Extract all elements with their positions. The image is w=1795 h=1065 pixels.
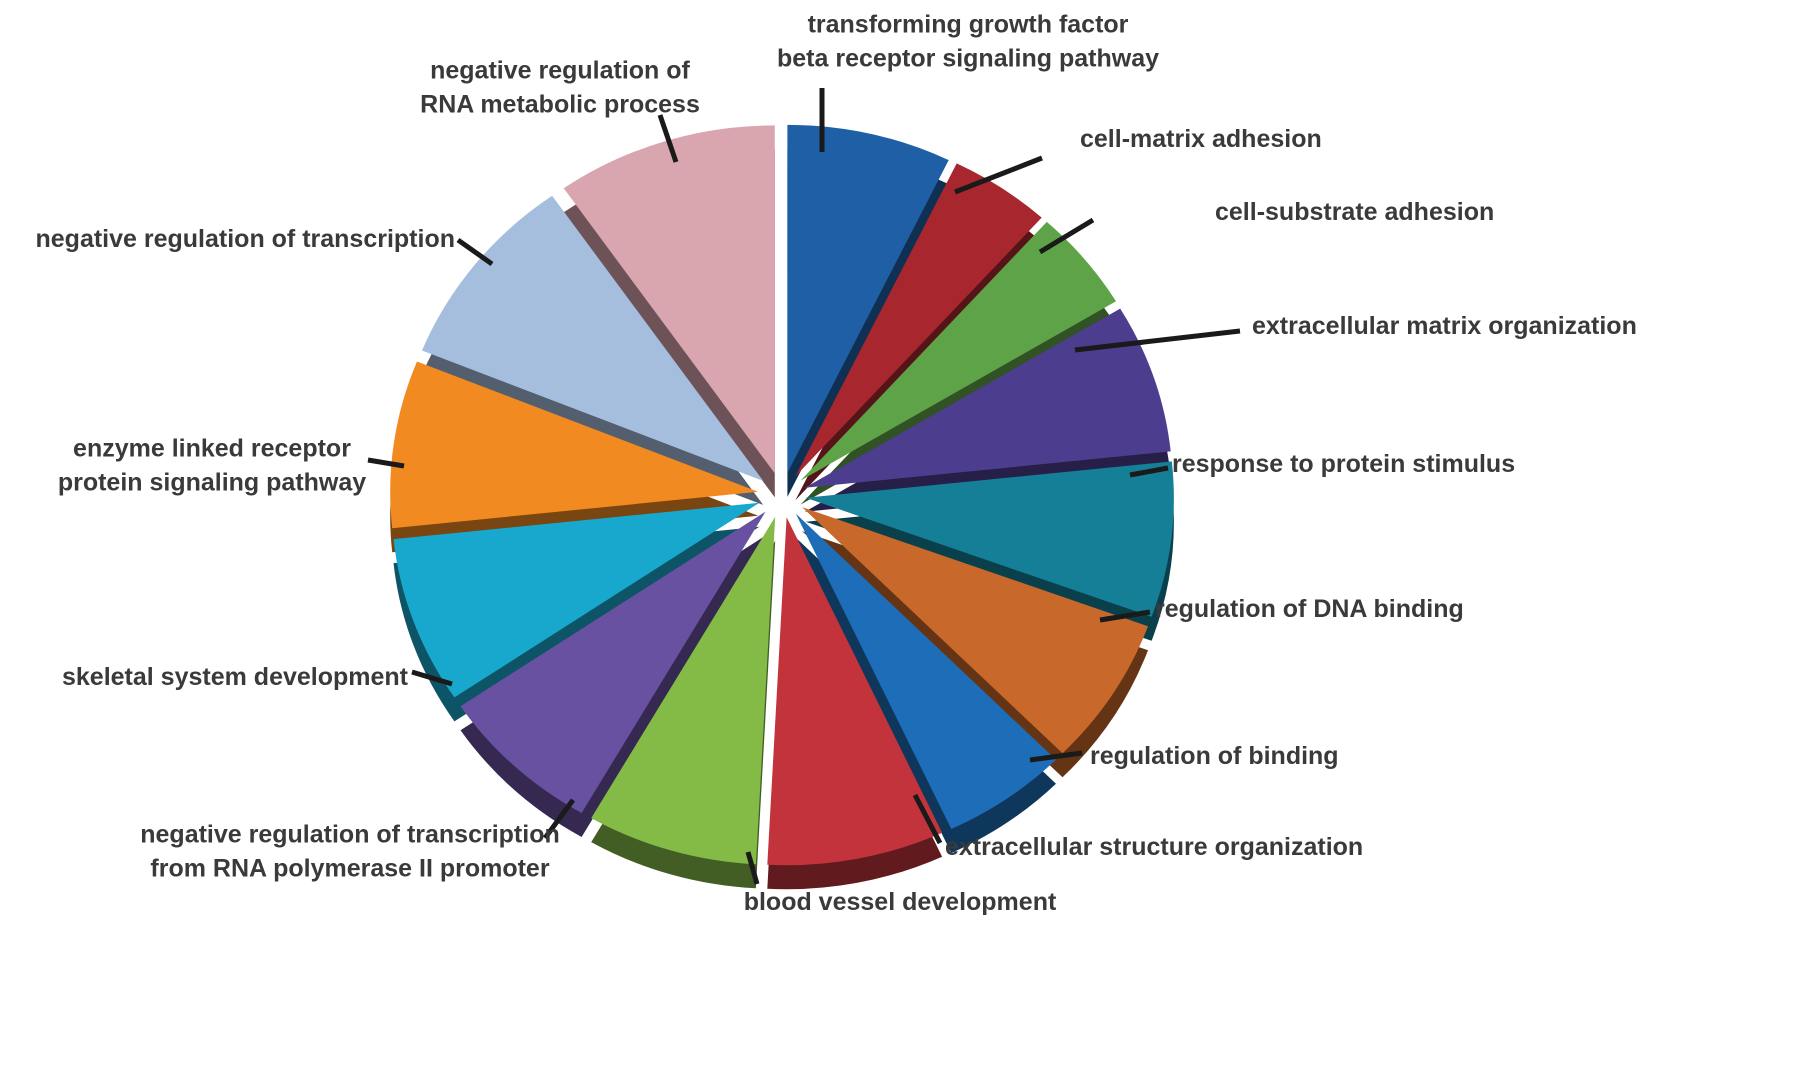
label-tick-line	[411, 669, 453, 687]
label-tick-line	[657, 114, 679, 163]
label-tick-line	[1038, 217, 1095, 255]
label-tick-line	[745, 851, 760, 885]
pie-slice	[591, 516, 776, 865]
pie-slice	[795, 163, 1042, 477]
pie-slice	[787, 124, 949, 473]
label-tick-line	[456, 237, 494, 267]
pie-slice	[804, 308, 1171, 488]
pie-slice	[393, 502, 760, 698]
pie-slice	[390, 361, 759, 529]
pie-slice	[767, 517, 943, 866]
pie-slice	[795, 513, 1056, 829]
label-tick-line	[1129, 465, 1169, 478]
pie-slice	[563, 125, 775, 474]
pie-slice	[800, 221, 1116, 481]
label-tick-line	[367, 457, 405, 469]
pie-slice	[802, 507, 1148, 754]
label-tick-line	[912, 793, 943, 845]
label-tick-line	[1029, 750, 1083, 763]
pie-slice	[805, 461, 1174, 617]
pie-slice	[460, 511, 766, 813]
label-tick-line	[1074, 328, 1241, 353]
label-tick-line	[1099, 609, 1151, 623]
pie-slice	[422, 195, 764, 481]
label-tick-line	[954, 155, 1043, 195]
label-tick-line	[542, 798, 576, 840]
